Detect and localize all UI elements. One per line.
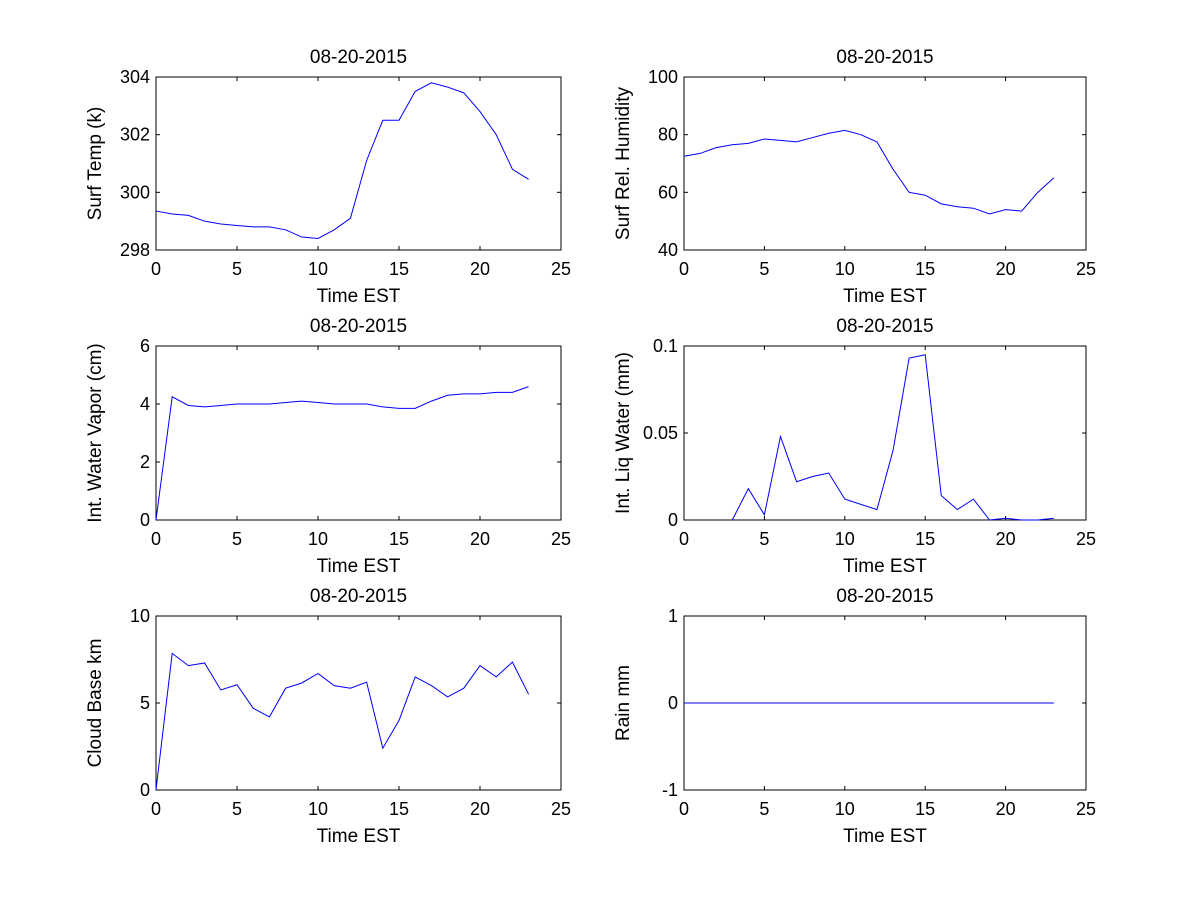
x-tick-label: 20 [996, 259, 1016, 279]
x-tick-label: 0 [679, 529, 689, 549]
x-tick-label: 0 [151, 529, 161, 549]
y-axis-label: Int. Liq Water (mm) [613, 352, 634, 514]
x-axis-label: Time EST [317, 826, 401, 847]
y-axis-label: Rain mm [613, 665, 634, 741]
y-tick-label: 2 [140, 452, 150, 472]
axes-box [683, 345, 1087, 521]
series-line [683, 129, 1055, 215]
chart-title: 08-20-2015 [836, 316, 933, 337]
y-axis-label: Surf Rel. Humidity [613, 86, 634, 240]
axes-box [155, 76, 562, 251]
series-line [155, 82, 529, 239]
x-tick-label: 20 [996, 529, 1016, 549]
y-tick-label: 300 [120, 182, 150, 202]
series-line [155, 652, 530, 791]
y-tick-label: 6 [140, 336, 150, 356]
x-tick-label: 10 [308, 799, 328, 819]
x-tick-label: 15 [915, 799, 935, 819]
x-tick-label: 20 [996, 799, 1016, 819]
x-tick-label: 5 [759, 529, 769, 549]
series-line [731, 354, 1054, 521]
x-tick-label: 25 [551, 799, 571, 819]
chart-title: 08-20-2015 [310, 586, 407, 607]
y-tick-label: 0 [668, 693, 678, 713]
x-tick-label: 10 [835, 529, 855, 549]
x-tick-label: 20 [470, 259, 490, 279]
chart-title: 08-20-2015 [310, 47, 407, 68]
subplot-4: 0 5 10 15 20 25 0 0.05 0.1 08-20-2015 Time EST Int.… [613, 316, 1096, 577]
y-tick-label: 60 [658, 182, 678, 202]
y-tick-label: -1 [662, 780, 678, 800]
x-tick-label: 20 [470, 529, 490, 549]
y-axis-label: Surf Temp (k) [85, 107, 106, 221]
y-tick-label: 0 [140, 510, 150, 530]
x-tick-label: 25 [551, 259, 571, 279]
x-tick-label: 25 [1076, 529, 1096, 549]
x-axis-label: Time EST [843, 556, 927, 577]
x-tick-label: 5 [232, 529, 242, 549]
x-tick-label: 10 [308, 259, 328, 279]
axes-box [683, 76, 1087, 251]
y-tick-label: 0 [668, 510, 678, 530]
x-tick-label: 15 [389, 799, 409, 819]
chart-title: 08-20-2015 [836, 47, 933, 68]
x-tick-label: 20 [470, 799, 490, 819]
x-tick-label: 15 [915, 529, 935, 549]
subplot-5: 0 5 10 15 20 25 0 5 10 08-20-2015 Time EST Cloud Ba… [85, 586, 571, 847]
y-tick-label: 40 [658, 240, 678, 260]
x-axis-label: Time EST [843, 826, 927, 847]
x-tick-label: 15 [389, 529, 409, 549]
x-axis-label: Time EST [843, 286, 927, 307]
y-tick-label: 4 [140, 394, 150, 414]
y-tick-label: 0 [140, 780, 150, 800]
x-axis-label: Time EST [317, 286, 401, 307]
chart-title: 08-20-2015 [310, 316, 407, 337]
y-tick-label: 100 [648, 67, 678, 87]
x-tick-label: 0 [151, 799, 161, 819]
x-tick-label: 25 [1076, 259, 1096, 279]
x-tick-label: 10 [308, 529, 328, 549]
y-tick-label: 0.05 [643, 423, 678, 443]
chart-title: 08-20-2015 [836, 586, 933, 607]
x-tick-label: 10 [835, 259, 855, 279]
y-tick-label: 80 [658, 125, 678, 145]
x-tick-label: 5 [232, 259, 242, 279]
x-tick-label: 25 [1076, 799, 1096, 819]
x-tick-label: 5 [759, 259, 769, 279]
x-tick-label: 5 [232, 799, 242, 819]
y-tick-label: 304 [120, 67, 150, 87]
x-tick-label: 0 [151, 259, 161, 279]
x-tick-label: 25 [551, 529, 571, 549]
y-tick-label: 5 [140, 693, 150, 713]
x-axis-label: Time EST [317, 556, 401, 577]
subplot-2: 0 5 10 15 20 25 40 60 80 100 08-20-2015 Time EST Sur… [613, 47, 1096, 307]
y-axis-label: Int. Water Vapor (cm) [85, 343, 106, 522]
x-tick-label: 0 [679, 799, 689, 819]
x-tick-label: 0 [679, 259, 689, 279]
x-tick-label: 5 [759, 799, 769, 819]
y-axis-label: Cloud Base km [85, 639, 106, 768]
axes-box [155, 615, 562, 791]
subplot-3: 0 5 10 15 20 25 0 2 4 6 08-20-2015 Time EST Int. Wat… [85, 316, 571, 577]
series-line [155, 386, 529, 521]
y-tick-label: 10 [130, 606, 150, 626]
subplot-1: 0 5 10 15 20 25 298 300 302 304 08-20-2015 Time EST… [85, 47, 571, 307]
x-tick-label: 15 [389, 259, 409, 279]
y-tick-label: 0.1 [653, 336, 678, 356]
y-tick-label: 302 [120, 125, 150, 145]
y-tick-label: 1 [668, 606, 678, 626]
x-tick-label: 10 [835, 799, 855, 819]
y-tick-label: 298 [120, 240, 150, 260]
axes-box [155, 345, 562, 521]
x-tick-label: 15 [915, 259, 935, 279]
